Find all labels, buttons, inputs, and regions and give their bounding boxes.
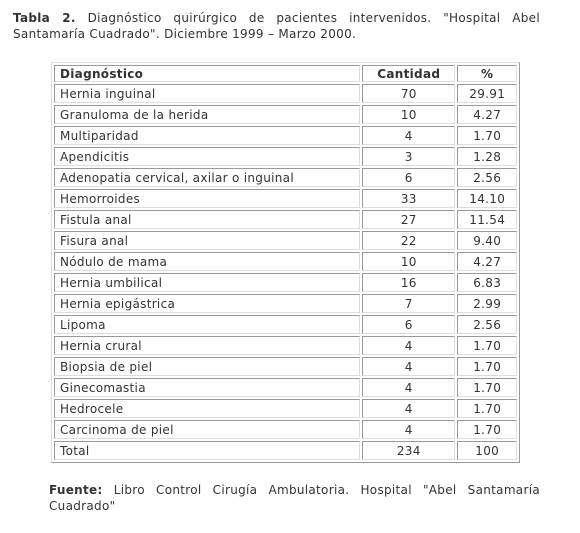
table-cell: 1.70 <box>457 399 517 418</box>
table-cell: 1.70 <box>457 336 517 355</box>
table-cell: 4 <box>362 420 456 439</box>
table-cell: 11.54 <box>457 210 517 229</box>
table-cell: 1.70 <box>457 420 517 439</box>
table-cell: Carcinoma de piel <box>54 420 361 439</box>
table-row: Biopsia de piel 4 1.70 <box>54 357 517 376</box>
table-row: Hernia epigástrica 7 2.99 <box>54 294 517 313</box>
table-cell: 100 <box>457 441 517 460</box>
table-cell: Granuloma de la herida <box>54 105 361 124</box>
caption-label: Tabla 2. <box>13 11 76 25</box>
table-row: Hernia crural 4 1.70 <box>54 336 517 355</box>
table-row: Nódulo de mama 10 4.27 <box>54 252 517 271</box>
table-cell: 4 <box>362 336 456 355</box>
table-cell: 234 <box>362 441 456 460</box>
table-cell: Hernia epigástrica <box>54 294 361 313</box>
table-row: Adenopatia cervical, axilar o inguinal 6 2… <box>54 168 517 187</box>
table-cell: Nódulo de mama <box>54 252 361 271</box>
table-cell: 1.70 <box>457 126 517 145</box>
table-cell: 33 <box>362 189 456 208</box>
table-cell: 1.70 <box>457 378 517 397</box>
table-cell: 4.27 <box>457 105 517 124</box>
footer-text: Libro Control Cirugía Ambulatoria. Hospi… <box>49 483 540 513</box>
table-cell: Multiparidad <box>54 126 361 145</box>
table-row: Fistula anal 27 11.54 <box>54 210 517 229</box>
table-cell: 3 <box>362 147 456 166</box>
table-cell: Fistula anal <box>54 210 361 229</box>
table-row: Hedrocele 4 1.70 <box>54 399 517 418</box>
table-cell: 9.40 <box>457 231 517 250</box>
table-row: Lipoma 6 2.56 <box>54 315 517 334</box>
table-row: Ginecomastia 4 1.70 <box>54 378 517 397</box>
table-cell: Total <box>54 441 361 460</box>
caption-text: Diagnóstico quirúrgico de pacientes inte… <box>13 11 540 41</box>
table-cell: 29.91 <box>457 84 517 103</box>
table-cell: Hernia crural <box>54 336 361 355</box>
table-row: Fisura anal 22 9.40 <box>54 231 517 250</box>
table-cell: 4.27 <box>457 252 517 271</box>
table-cell: 6 <box>362 168 456 187</box>
table-cell: 70 <box>362 84 456 103</box>
table-cell: Adenopatia cervical, axilar o inguinal <box>54 168 361 187</box>
table-row: Total 234 100 <box>54 441 517 460</box>
footer: Fuente: Libro Control Cirugía Ambulatori… <box>49 482 540 514</box>
table-head: Diagnóstico Cantidad% <box>54 65 517 82</box>
header-row: Diagnóstico Cantidad% <box>54 65 517 82</box>
table-cell: 4 <box>362 126 456 145</box>
caption: Tabla 2. Diagnóstico quirúrgico de pacie… <box>13 10 540 42</box>
table-cell: 16 <box>362 273 456 292</box>
table-cell: 4 <box>362 357 456 376</box>
table-cell: 22 <box>362 231 456 250</box>
table-cell: 10 <box>362 105 456 124</box>
table-cell: Fisura anal <box>54 231 361 250</box>
table-cell: 4 <box>362 399 456 418</box>
table-cell: 14.10 <box>457 189 517 208</box>
table: Diagnóstico Cantidad% Hernia inguinal 70 29… <box>51 62 520 463</box>
table-cell: Apendicitis <box>54 147 361 166</box>
table-cell: 4 <box>362 378 456 397</box>
header-cell: Diagnóstico <box>54 65 361 82</box>
header-cell: % <box>457 65 517 82</box>
table-cell: 1.28 <box>457 147 517 166</box>
table-row: Carcinoma de piel 4 1.70 <box>54 420 517 439</box>
table-cell: Ginecomastia <box>54 378 361 397</box>
table-cell: Hedrocele <box>54 399 361 418</box>
table-cell: 2.99 <box>457 294 517 313</box>
table-row: Apendicitis 3 1.28 <box>54 147 517 166</box>
table-row: Multiparidad 4 1.70 <box>54 126 517 145</box>
table-row: Hernia inguinal 70 29.91 <box>54 84 517 103</box>
table-cell: Hemorroides <box>54 189 361 208</box>
header-cell: Cantidad <box>362 65 456 82</box>
table-cell: Hernia inguinal <box>54 84 361 103</box>
table-cell: 1.70 <box>457 357 517 376</box>
table-cell: 6 <box>362 315 456 334</box>
table-cell: 10 <box>362 252 456 271</box>
table-cell: 27 <box>362 210 456 229</box>
table-row: Hemorroides 33 14.10 <box>54 189 517 208</box>
table-body: Hernia inguinal 70 29.91 Granuloma de la he… <box>54 84 517 460</box>
table-row: Hernia umbilical 16 6.83 <box>54 273 517 292</box>
table-cell: Biopsia de piel <box>54 357 361 376</box>
table-cell: Hernia umbilical <box>54 273 361 292</box>
table-cell: Lipoma <box>54 315 361 334</box>
table-row: Granuloma de la herida 10 4.27 <box>54 105 517 124</box>
table-cell: 2.56 <box>457 315 517 334</box>
table-cell: 2.56 <box>457 168 517 187</box>
table-cell: 7 <box>362 294 456 313</box>
table-cell: 6.83 <box>457 273 517 292</box>
footer-label: Fuente: <box>49 483 103 497</box>
